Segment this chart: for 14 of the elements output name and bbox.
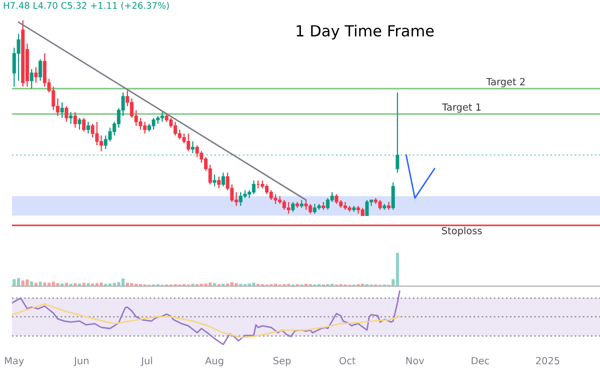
x-tick-label: Nov [406,357,424,364]
x-tick-label: 2025 [536,356,560,364]
x-tick-label: Jun [74,357,88,366]
ref-line-label: Target 1 [442,104,481,113]
x-tick-label: Jul [140,356,152,366]
x-tick-label: Aug [205,357,224,366]
ref-line-label: Target 2 [486,78,525,88]
x-tick-label: Sep [274,356,291,366]
ref-line-label: Stoploss [442,226,482,236]
x-tick-label: Oct [340,356,356,364]
x-tick-label: Dec [472,357,490,364]
chart-title: 1 Day Time Frame [296,24,434,40]
x-tick-label: May [5,357,24,366]
text: H7.48 L4.70 C5.32 +1.11 (+26.37%) [4,2,169,10]
